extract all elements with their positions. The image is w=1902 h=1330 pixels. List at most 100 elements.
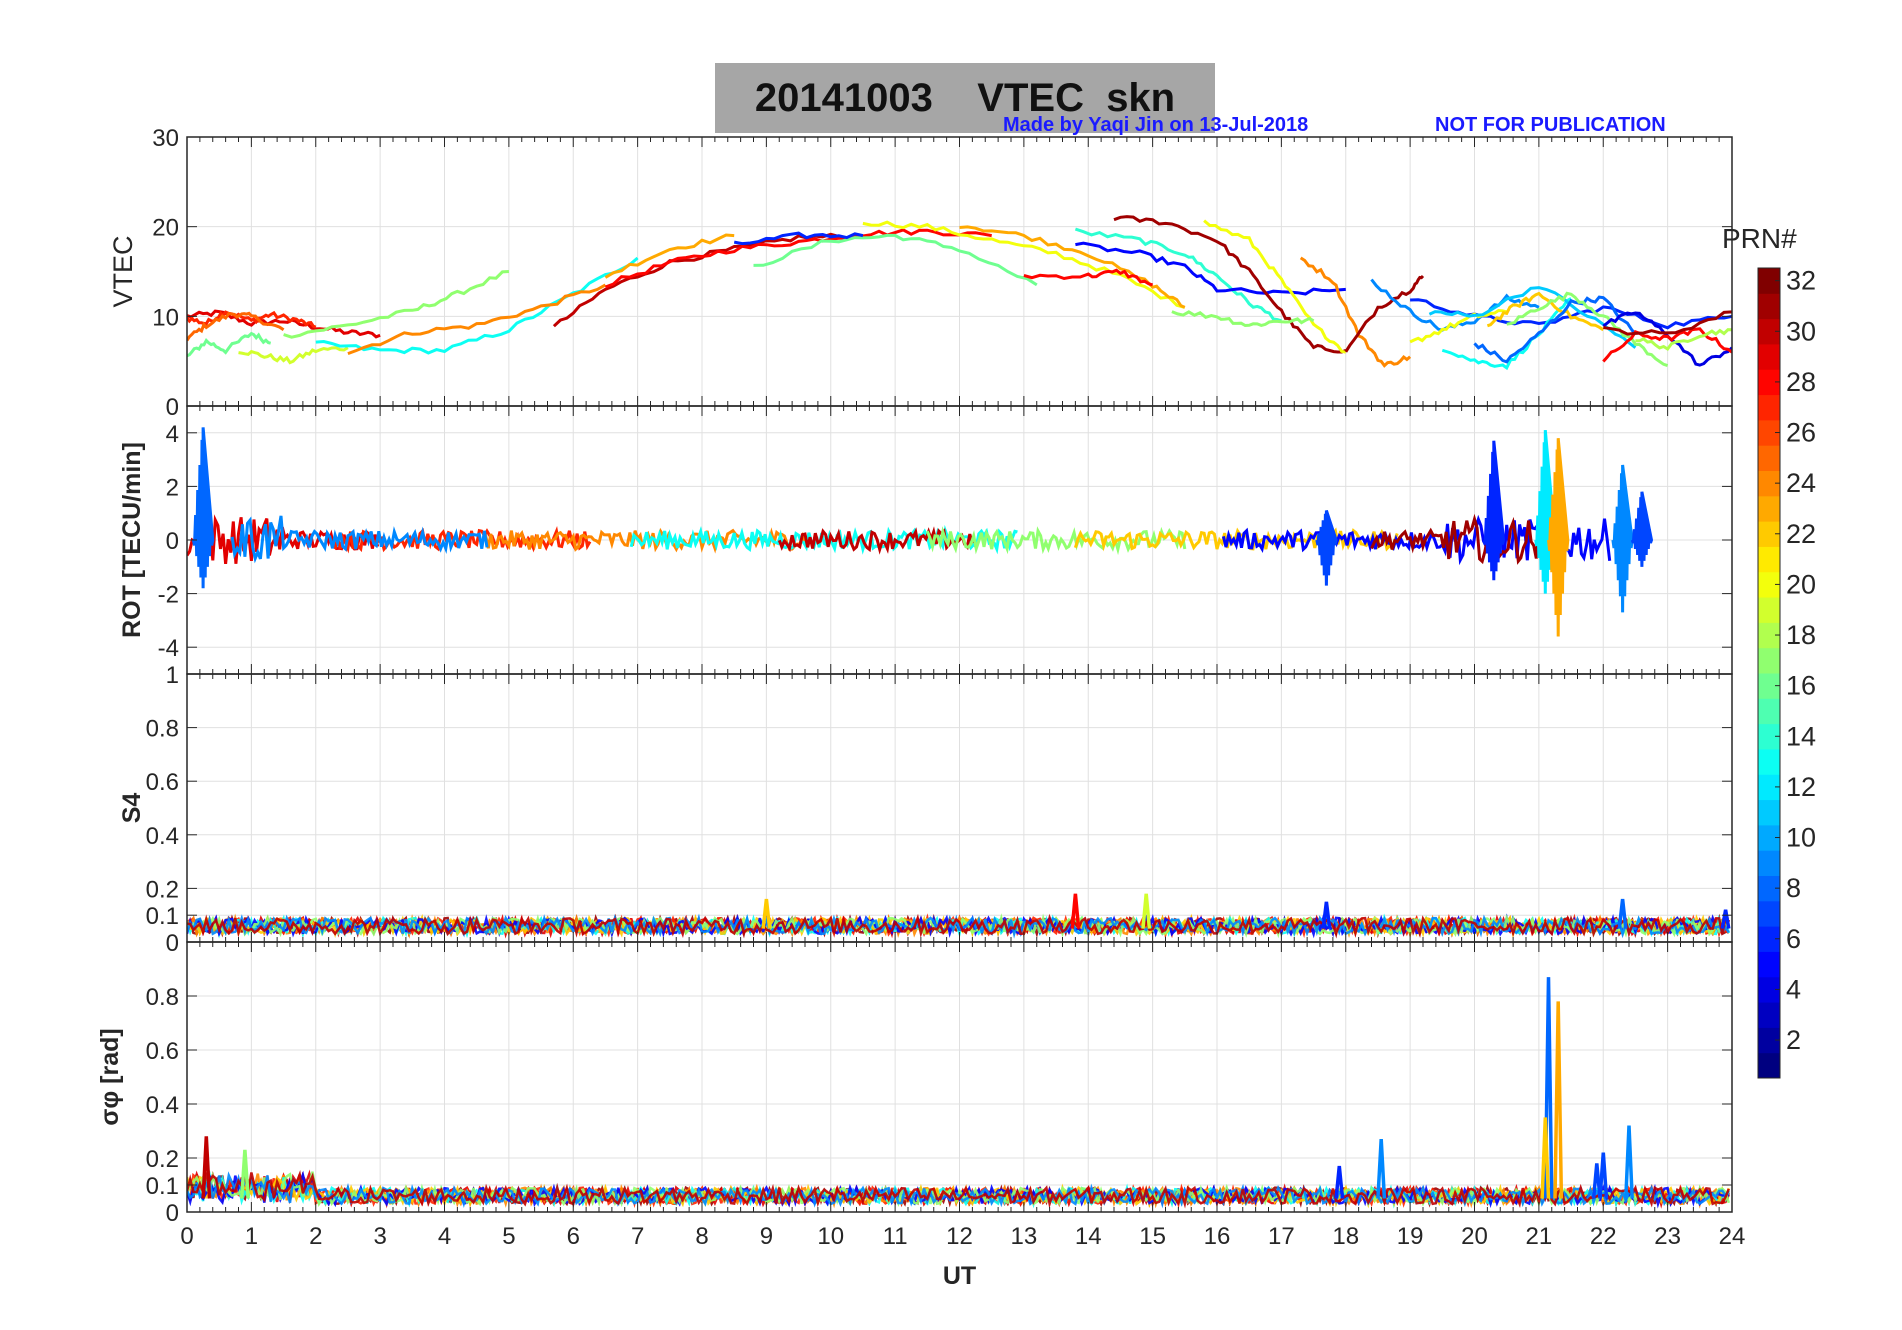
colorbar-segment [1758, 774, 1780, 801]
colorbar-segment [1758, 343, 1780, 370]
vtec-series-prn-17 [1171, 310, 1315, 328]
colorbar-segment [1758, 926, 1780, 952]
x-tick-label: 19 [1397, 1223, 1424, 1250]
colorbar-segment [1758, 369, 1780, 396]
scint-spike-prn-7 [1591, 1163, 1602, 1199]
scint-spike-prn-17 [239, 1149, 250, 1199]
colorbar-segment [1758, 799, 1780, 826]
x-tick-label: 20 [1461, 1223, 1488, 1250]
x-tick-label: 18 [1332, 1223, 1359, 1250]
scint-spike-prn-22 [1540, 1117, 1551, 1199]
y-tick-label: 0.8 [146, 984, 179, 1011]
colorbar-tick-label: 28 [1786, 367, 1816, 397]
y-axis-label: σφ [rad] [96, 1028, 124, 1126]
scint-spike-prn-6 [1334, 1165, 1345, 1199]
y-tick-label: 0 [166, 930, 179, 957]
x-tick-label: 4 [438, 1223, 451, 1250]
colorbar-segment [1758, 647, 1780, 674]
rot-series-prn-22 [1073, 527, 1399, 552]
scint-spike-prn-30 [201, 1136, 212, 1199]
grid-lines [186, 673, 1733, 943]
vtec-series-prn-24 [1299, 256, 1412, 368]
scint-spike-prn-19 [1141, 893, 1152, 929]
vtec-series-prn-16 [753, 233, 1038, 287]
x-tick-label: 11 [883, 1223, 908, 1250]
x-ticks [186, 674, 1733, 942]
colorbar-tick-label: 10 [1786, 823, 1816, 853]
x-ticks [186, 942, 1733, 1212]
colorbar-tick-label: 16 [1786, 671, 1816, 701]
vtec-series-prn-27 [187, 310, 317, 329]
rot-series-prn-17 [925, 526, 1187, 556]
rot-spike-prn-7 [1315, 510, 1338, 586]
scint-series-prn-9 [187, 913, 1730, 939]
vtec-series-prn-13 [1441, 297, 1572, 371]
y-axis-label: ROT [TECU/min] [118, 442, 146, 638]
colorbar-tick-label: 24 [1786, 468, 1816, 498]
x-tick-label: 21 [1526, 1223, 1553, 1250]
y-tick-label: 0.6 [146, 1038, 179, 1065]
colorbar-segment [1758, 394, 1780, 421]
x-tick-label: 3 [373, 1223, 386, 1250]
y-tick-label: 0.2 [146, 1146, 179, 1173]
x-tick-label: 7 [631, 1223, 644, 1250]
x-tick-label: 6 [567, 1223, 580, 1250]
scint-spike-prn-7 [1598, 1152, 1609, 1199]
x-tick-label: 0 [180, 1223, 193, 1250]
colorbar-segment [1758, 597, 1780, 623]
y-axis-label: S4 [118, 793, 146, 824]
vtec-series-prn-19 [238, 346, 349, 365]
colorbar-tick-label: 18 [1786, 620, 1816, 650]
colorbar-segment [1758, 293, 1780, 320]
scint-spike-prn-9 [1376, 1139, 1387, 1199]
vtec-series-prn-20 [1203, 219, 1347, 354]
colorbar-tick-label: 6 [1786, 924, 1801, 954]
scint-spike-prn-9 [1624, 1125, 1634, 1199]
colorbar-tick-label: 32 [1786, 266, 1816, 296]
x-tick-label: 24 [1719, 1223, 1746, 1250]
y-tick-label: 4 [166, 421, 179, 448]
y-tick-label: 10 [152, 304, 179, 331]
x-tick-label: 15 [1139, 1223, 1166, 1250]
colorbar-tick-label: 4 [1786, 974, 1801, 1004]
title-background [715, 63, 1215, 133]
x-tick-label: 14 [1075, 1223, 1102, 1250]
y-tick-label: 0 [166, 1200, 179, 1227]
y-tick-label: 0.1 [146, 903, 179, 930]
y-tick-label: -4 [158, 635, 179, 662]
rot-series-prn-9 [230, 515, 489, 564]
x-axis-label: UT [943, 1262, 976, 1290]
panel-4: 00.10.20.40.60.8σφ [rad]0 1 2 3 4 5 6 7 8 9 10 11 12… [96, 941, 1746, 1290]
colorbar-segment [1758, 900, 1780, 927]
vtec-series-prn-30 [552, 232, 864, 328]
scint-spike-prn-28 [1070, 893, 1081, 929]
x-tick-label: 10 [817, 1223, 844, 1250]
rot-spike-prn-7 [1630, 491, 1654, 567]
panel-2: -4 -2 0 2 4 ROT [TECU/min] [118, 405, 1733, 675]
data-layer [187, 427, 1654, 637]
colorbar-segment [1758, 1027, 1780, 1054]
colorbar-segment [1758, 723, 1780, 750]
vtec-series-prn-24 [347, 283, 607, 356]
colorbar-segment [1758, 571, 1780, 598]
vtec-series-prn-8 [1473, 295, 1637, 364]
y-tick-label: 0 [166, 394, 179, 421]
vtec-series-prn-17 [1506, 291, 1669, 368]
vtec-series-prn-28 [1602, 327, 1732, 363]
colorbar-segment [1758, 673, 1780, 699]
colorbar-tick-label: 8 [1786, 873, 1801, 903]
rot-series-prn-30 [777, 526, 974, 555]
colorbar-segment [1758, 976, 1780, 1003]
colorbar-segment [1758, 1052, 1780, 1079]
panel-3: 00.10.2 0.4 0.6 0.8 1 S4 [118, 662, 1733, 957]
data-layer [187, 215, 1732, 371]
scint-series-prn-30 [187, 913, 1730, 939]
x-tick-label: 23 [1654, 1223, 1681, 1250]
y-tick-label: 0.8 [146, 716, 179, 743]
vtec-series-prn-13 [315, 256, 639, 355]
x-tick-label: 12 [946, 1223, 973, 1250]
y-tick-label: 0.2 [146, 876, 179, 903]
y-tick-label: 30 [152, 125, 179, 152]
vtec-series-prn-23 [959, 225, 1186, 309]
